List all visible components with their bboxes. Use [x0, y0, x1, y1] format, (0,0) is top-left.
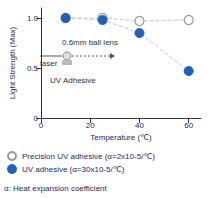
svg-text:α: Heat expansion coefficient: α: Heat expansion coefficient: [4, 184, 108, 193]
svg-text:UV Adhesive: UV Adhesive: [50, 76, 96, 85]
svg-text:40: 40: [135, 121, 144, 130]
svg-text:0.6mm ball lens: 0.6mm ball lens: [62, 38, 118, 47]
svg-text:0: 0: [39, 121, 44, 130]
svg-text:60: 60: [184, 121, 193, 130]
svg-text:0: 0: [33, 113, 38, 123]
svg-text:UV adhesive (α=30x10-5/℃): UV adhesive (α=30x10-5/℃): [22, 165, 125, 174]
svg-text:laser: laser: [40, 59, 58, 68]
svg-text:1.0: 1.0: [27, 14, 39, 23]
svg-text:Light Strength (Max): Light Strength (Max): [8, 26, 17, 99]
svg-text:Precision UV adhesive (α=2x10-: Precision UV adhesive (α=2x10-5/℃): [22, 152, 155, 161]
svg-text:Temperature (℃): Temperature (℃): [90, 133, 152, 142]
svg-text:20: 20: [86, 121, 95, 130]
svg-text:0.5: 0.5: [27, 64, 39, 73]
